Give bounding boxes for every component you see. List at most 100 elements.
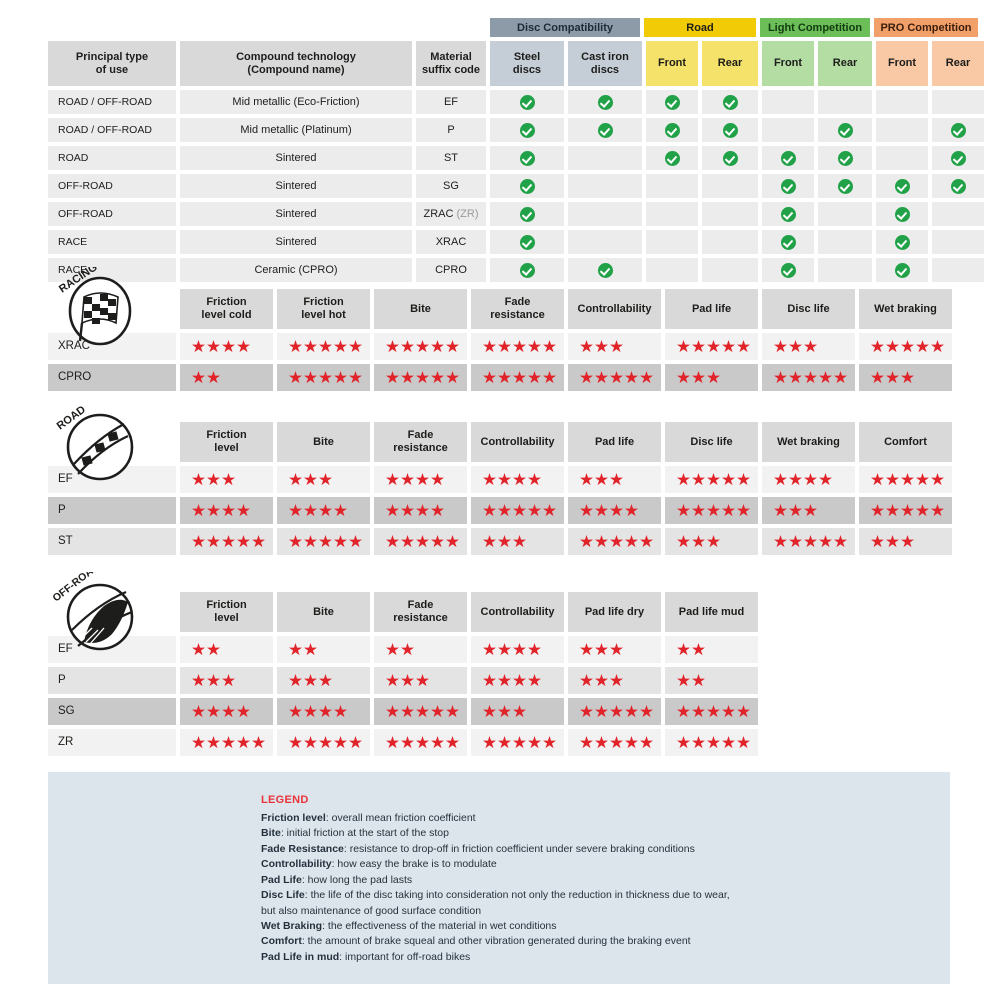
star-rating-cell xyxy=(568,497,661,524)
star-rating-cell xyxy=(568,729,661,756)
star-icon xyxy=(625,705,638,718)
star-icon xyxy=(386,643,399,656)
star-icon xyxy=(737,340,750,353)
star-icon xyxy=(237,736,250,749)
tick-pro-competition-rear xyxy=(932,258,984,282)
compatibility-row: ROAD / OFF-ROAD Mid metallic (Eco-Frictio… xyxy=(48,90,984,114)
cell-compound-technology: Sintered xyxy=(180,174,412,198)
compatibility-row: OFF-ROAD Sintered ZRAC (ZR) xyxy=(48,202,984,226)
col-header-principal-use-line1: Principal type xyxy=(75,50,149,63)
star-rating xyxy=(183,736,270,749)
tick-road-rear xyxy=(702,230,758,254)
star-icon xyxy=(513,643,526,656)
star-icon xyxy=(289,535,302,548)
star-rating xyxy=(862,473,949,486)
star-rating-cell xyxy=(665,729,758,756)
star-icon xyxy=(580,473,593,486)
star-col-header: Pad life xyxy=(568,422,661,462)
star-icon xyxy=(222,473,235,486)
compatibility-row: ROAD / OFF-ROAD Mid metallic (Platinum) P xyxy=(48,118,984,142)
tick-road-rear xyxy=(702,146,758,170)
star-rating-cell xyxy=(568,528,661,555)
star-col-header: Pad life mud xyxy=(665,592,758,632)
star-icon xyxy=(707,473,720,486)
star-rating-cell xyxy=(374,528,467,555)
star-rating-cell xyxy=(277,667,370,694)
star-icon xyxy=(513,473,526,486)
cell-material-suffix-code: P xyxy=(416,118,486,142)
tick-light-competition-front xyxy=(762,118,814,142)
star-icon xyxy=(207,535,220,548)
tick-pro-competition-rear xyxy=(932,174,984,198)
star-icon xyxy=(692,705,705,718)
star-icon xyxy=(543,736,556,749)
star-icon xyxy=(334,736,347,749)
star-rating xyxy=(280,736,367,749)
star-icon xyxy=(192,504,205,517)
star-rating xyxy=(183,340,270,353)
star-icon xyxy=(237,504,250,517)
check-circle-icon xyxy=(519,206,535,222)
tick-road-front xyxy=(646,258,698,282)
tick-cast-iron-discs xyxy=(568,258,642,282)
star-icon xyxy=(304,674,317,687)
star-rating-cell xyxy=(665,364,758,391)
star-rating-cell xyxy=(471,528,564,555)
star-rating xyxy=(668,643,755,656)
star-icon xyxy=(416,535,429,548)
tick-cast-iron-discs xyxy=(568,118,642,142)
star-rating-cell xyxy=(568,636,661,663)
col-header-cast-line2: discs xyxy=(590,63,620,76)
star-icon xyxy=(349,736,362,749)
star-rating-cell xyxy=(471,729,564,756)
compatibility-table: Disc Compatibility Road Light Competitio… xyxy=(48,18,984,282)
star-rating-cell xyxy=(471,364,564,391)
star-rating-cell xyxy=(859,528,952,555)
star-icon xyxy=(931,504,944,517)
check-circle-icon xyxy=(837,150,853,166)
tick-pro-competition-front xyxy=(876,118,928,142)
star-icon xyxy=(901,371,914,384)
star-icon xyxy=(498,371,511,384)
star-rating-cell xyxy=(665,636,758,663)
star-icon xyxy=(871,473,884,486)
col-header-steel-discs: Steel discs xyxy=(490,41,564,86)
check-circle-icon xyxy=(519,178,535,194)
tick-light-competition-rear xyxy=(818,258,872,282)
star-icon xyxy=(401,340,414,353)
star-icon xyxy=(722,340,735,353)
col-header-road-front: Front xyxy=(646,41,698,86)
legend-panel: LEGEND Friction level: overall mean fric… xyxy=(48,772,950,984)
star-rating-cell xyxy=(568,333,661,360)
star-rating xyxy=(571,340,658,353)
star-icon xyxy=(677,705,690,718)
star-icon xyxy=(901,340,914,353)
star-rating-cell xyxy=(665,333,758,360)
star-icon xyxy=(804,535,817,548)
star-rating-cell xyxy=(180,729,273,756)
star-icon xyxy=(304,371,317,384)
cell-principal-use: OFF-ROAD xyxy=(48,174,176,198)
tick-pro-competition-rear xyxy=(932,202,984,226)
star-icon xyxy=(386,674,399,687)
star-rating-cell xyxy=(180,333,273,360)
cell-principal-use: ROAD / OFF-ROAD xyxy=(48,90,176,114)
check-circle-icon xyxy=(780,234,796,250)
star-icon xyxy=(401,504,414,517)
col-header-compound-technology-line2: (Compound name) xyxy=(247,63,345,76)
col-header-compound-technology: Compound technology (Compound name) xyxy=(180,41,412,86)
star-icon xyxy=(304,535,317,548)
star-icon xyxy=(401,736,414,749)
tick-road-rear xyxy=(702,118,758,142)
tick-road-front xyxy=(646,202,698,226)
group-header-pro-competition: PRO Competition xyxy=(874,18,978,37)
tick-light-competition-rear xyxy=(818,146,872,170)
star-icon xyxy=(722,705,735,718)
star-icon xyxy=(610,535,623,548)
star-col-header: Friction level xyxy=(180,422,273,462)
star-icon xyxy=(640,736,653,749)
check-circle-icon xyxy=(894,234,910,250)
star-icon xyxy=(401,371,414,384)
star-icon xyxy=(774,473,787,486)
tick-steel-discs xyxy=(490,90,564,114)
